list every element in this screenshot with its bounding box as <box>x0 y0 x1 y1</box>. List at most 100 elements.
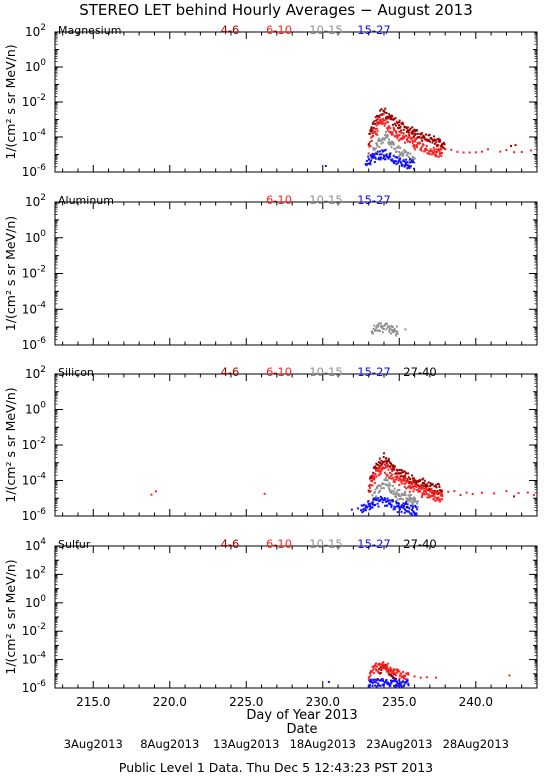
data-point <box>390 158 393 161</box>
data-point <box>418 487 421 490</box>
data-point <box>388 130 391 133</box>
x-axis-label: Day of Year 2013 <box>246 708 357 723</box>
data-point <box>398 498 401 501</box>
data-point <box>376 329 379 332</box>
data-point <box>388 460 391 463</box>
data-point <box>373 160 376 163</box>
data-point <box>387 668 390 671</box>
data-point <box>368 145 371 148</box>
data-point <box>386 129 389 132</box>
data-point <box>416 508 419 511</box>
data-point <box>390 492 393 495</box>
data-point <box>404 479 407 482</box>
data-point <box>416 488 419 491</box>
data-point <box>367 685 370 688</box>
data-point <box>377 139 380 142</box>
data-point <box>388 125 391 128</box>
data-point <box>389 116 392 119</box>
data-point <box>404 162 407 165</box>
data-point <box>400 471 403 474</box>
data-point <box>471 492 474 495</box>
data-point <box>375 662 378 665</box>
y-tick-label: 100 <box>25 58 46 74</box>
data-point <box>398 477 401 480</box>
data-point <box>382 137 385 140</box>
data-point <box>403 470 406 473</box>
data-point <box>422 477 425 480</box>
data-point <box>377 120 380 123</box>
data-point <box>403 482 406 485</box>
data-point <box>441 493 444 496</box>
data-point <box>389 666 392 669</box>
data-point <box>493 492 496 495</box>
data-point <box>374 665 377 668</box>
data-point <box>396 498 399 501</box>
legend-10-15: 10-15 <box>309 537 342 551</box>
data-point <box>413 500 416 503</box>
data-point <box>428 133 431 136</box>
data-point <box>367 500 370 503</box>
data-point <box>403 675 406 678</box>
data-point <box>396 511 399 514</box>
data-point <box>412 477 415 480</box>
data-point <box>378 156 381 159</box>
data-point <box>509 145 512 148</box>
data-point <box>382 663 385 666</box>
data-point <box>410 160 413 163</box>
data-point <box>400 497 403 500</box>
data-point <box>406 140 409 143</box>
data-point <box>428 488 431 491</box>
data-point <box>393 478 396 481</box>
data-point <box>374 329 377 332</box>
data-point <box>384 322 387 325</box>
data-point <box>387 457 390 460</box>
date-tick-labels: 3Aug2013 8Aug2013 13Aug2013 18Aug2013 23Aug2… <box>64 737 509 751</box>
data-point <box>411 481 414 484</box>
data-point <box>372 327 375 330</box>
data-point <box>373 481 376 484</box>
data-point <box>402 670 405 673</box>
data-point <box>392 464 395 467</box>
data-point <box>405 672 408 675</box>
data-point <box>424 489 427 492</box>
data-point <box>398 130 401 133</box>
data-point <box>456 150 459 153</box>
data-point <box>411 141 414 144</box>
data-point <box>374 156 377 159</box>
data-point <box>408 507 411 510</box>
data-point <box>437 497 440 500</box>
data-point <box>414 504 417 507</box>
data-point <box>428 150 431 153</box>
data-point <box>406 497 409 500</box>
data-point <box>403 492 406 495</box>
data-point <box>382 482 385 485</box>
data-point <box>435 148 438 151</box>
data-point <box>402 506 405 509</box>
data-point <box>388 113 391 116</box>
data-point <box>387 662 390 665</box>
data-point <box>395 120 398 123</box>
data-point <box>412 132 415 135</box>
data-point <box>381 149 384 152</box>
data-point <box>407 684 410 687</box>
data-point <box>401 498 404 501</box>
data-point <box>430 153 433 156</box>
legend-6-10: 6-10 <box>266 23 292 37</box>
data-point <box>386 127 389 130</box>
data-point <box>382 113 385 116</box>
data-point <box>375 466 378 469</box>
data-point <box>520 150 523 153</box>
y-tick-label: 102 <box>25 193 46 209</box>
data-point <box>409 485 412 488</box>
data-point <box>375 119 378 122</box>
data-point <box>383 124 386 127</box>
data-point <box>370 475 373 478</box>
data-point <box>425 483 428 486</box>
data-point <box>395 502 398 505</box>
data-point <box>393 669 396 672</box>
data-point <box>391 158 394 161</box>
data-point <box>421 494 424 497</box>
data-point <box>401 151 404 154</box>
data-point <box>404 502 407 505</box>
legend-4-6: 4-6 <box>221 23 240 37</box>
